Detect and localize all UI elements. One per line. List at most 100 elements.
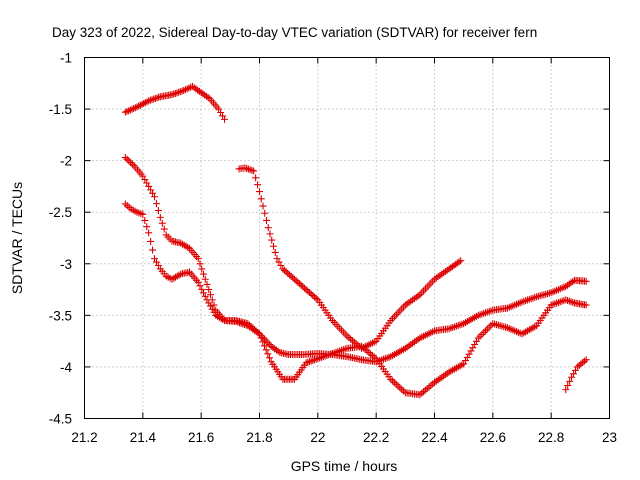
- data-point: [147, 237, 155, 245]
- data-point: [580, 357, 588, 365]
- data-point: [577, 360, 585, 368]
- data-point: [175, 271, 183, 279]
- data-point: [427, 381, 435, 389]
- data-point: [259, 202, 267, 210]
- data-point: [370, 353, 378, 361]
- data-point: [121, 154, 129, 162]
- data-point: [564, 381, 572, 389]
- data-point: [566, 377, 574, 385]
- data-point: [474, 334, 482, 342]
- y-tick-label: -1: [60, 51, 72, 66]
- data-point: [469, 344, 477, 352]
- data-point: [266, 354, 273, 362]
- data-point: [204, 94, 212, 102]
- data-point: [131, 104, 139, 112]
- x-tick-labels: 21.2 21.4 21.6 21.8 22 22.2 22.4 22.6 22.8 23: [71, 430, 617, 445]
- data-point: [418, 389, 426, 397]
- data-point: [139, 210, 147, 218]
- data-point: [128, 160, 136, 168]
- data-point: [478, 330, 486, 338]
- data-point: [262, 346, 270, 354]
- data-point: [392, 380, 400, 388]
- data-point: [261, 209, 269, 217]
- data-point: [153, 94, 161, 102]
- data-point: [146, 96, 154, 104]
- data-point: [123, 155, 131, 163]
- data-point: [200, 270, 207, 278]
- data-point: [306, 358, 313, 366]
- series-arc-3: [121, 200, 590, 399]
- data-point: [246, 321, 253, 329]
- data-point: [567, 298, 575, 306]
- data-point: [184, 243, 192, 251]
- data-point: [565, 297, 573, 305]
- data-point: [369, 352, 377, 360]
- data-point: [254, 328, 262, 336]
- x-tick-label: 21.4: [130, 430, 157, 445]
- data-point: [121, 108, 129, 116]
- data-point: [467, 347, 475, 355]
- data-point: [156, 213, 164, 221]
- data-point: [287, 272, 295, 280]
- data-point: [256, 188, 263, 196]
- data-point: [302, 359, 310, 367]
- data-point: [259, 338, 267, 346]
- data-point: [271, 248, 279, 256]
- data-point: [201, 292, 209, 300]
- y-tick-label: -2: [60, 154, 72, 169]
- data-point: [281, 266, 288, 274]
- data-point: [196, 260, 204, 268]
- data-point: [367, 350, 375, 358]
- data-point: [125, 107, 133, 115]
- data-point: [168, 91, 176, 99]
- data-point: [175, 88, 183, 96]
- data-point: [396, 384, 404, 392]
- series-arc-1: [121, 82, 228, 123]
- data-point: [252, 327, 260, 335]
- data-point: [125, 157, 133, 165]
- data-point: [286, 271, 293, 279]
- axis-ticks: [84, 57, 610, 419]
- data-point: [312, 294, 320, 302]
- data-point: [582, 277, 590, 285]
- data-point: [249, 324, 257, 332]
- data-point: [151, 193, 158, 201]
- data-point: [194, 278, 202, 286]
- data-point: [297, 281, 305, 289]
- data-point: [244, 320, 252, 328]
- data-point: [200, 289, 207, 297]
- data-point: [296, 280, 303, 288]
- data-point: [350, 338, 358, 346]
- data-point: [154, 206, 162, 214]
- data-point: [302, 286, 310, 294]
- data-point: [198, 285, 206, 293]
- data-point: [389, 377, 397, 385]
- data-point: [208, 305, 216, 313]
- x-tick-label: 22.2: [363, 430, 389, 445]
- data-point: [210, 308, 218, 316]
- y-tick-label: -4.5: [49, 412, 72, 427]
- series-arc-4: [235, 164, 465, 352]
- x-tick-label: 21.2: [71, 430, 97, 445]
- data-point: [299, 283, 307, 291]
- data-point: [252, 174, 260, 182]
- data-point: [150, 95, 158, 103]
- data-point: [579, 359, 587, 367]
- data-point: [123, 107, 131, 115]
- data-point: [562, 386, 570, 394]
- data-point: [345, 334, 353, 342]
- data-point: [416, 391, 424, 399]
- data-point: [207, 302, 214, 310]
- data-point: [348, 337, 356, 345]
- data-point: [347, 335, 355, 343]
- data-point: [171, 89, 179, 97]
- data-point: [141, 216, 149, 224]
- data-point: [221, 115, 228, 123]
- y-tick-label: -4: [60, 360, 72, 375]
- data-point: [248, 166, 256, 174]
- data-point: [365, 348, 373, 356]
- data-point: [243, 164, 251, 172]
- data-point: [261, 342, 268, 350]
- data-point: [247, 323, 255, 331]
